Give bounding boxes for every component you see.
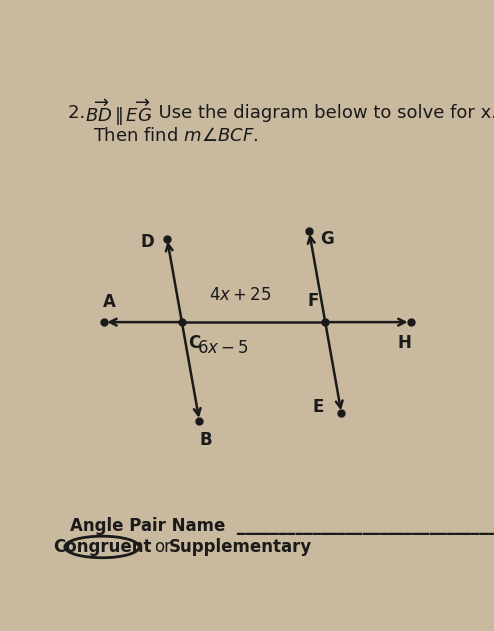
Text: D: D [141, 233, 155, 251]
Text: Then find $m\angle BCF$.: Then find $m\angle BCF$. [93, 127, 258, 144]
Text: C: C [188, 334, 201, 353]
Text: Angle Pair Name  _______________________________: Angle Pair Name ________________________… [70, 517, 494, 535]
Text: H: H [397, 334, 411, 353]
Text: . Use the diagram below to solve for x.: . Use the diagram below to solve for x. [147, 103, 494, 122]
Text: $4x+25$: $4x+25$ [208, 286, 271, 304]
Text: G: G [320, 230, 334, 248]
Text: 2.: 2. [68, 103, 91, 122]
Text: B: B [199, 432, 212, 449]
Text: E: E [313, 398, 325, 416]
Text: F: F [308, 292, 319, 310]
Text: or: or [154, 538, 171, 556]
Text: $6x-5$: $6x-5$ [198, 339, 249, 357]
Text: Congruent: Congruent [53, 538, 151, 556]
Text: A: A [103, 293, 116, 311]
Text: $\| \, \overrightarrow{EG}$: $\| \, \overrightarrow{EG}$ [115, 97, 153, 128]
Text: Supplementary: Supplementary [168, 538, 312, 556]
Text: $\overrightarrow{BD}$: $\overrightarrow{BD}$ [85, 99, 112, 126]
